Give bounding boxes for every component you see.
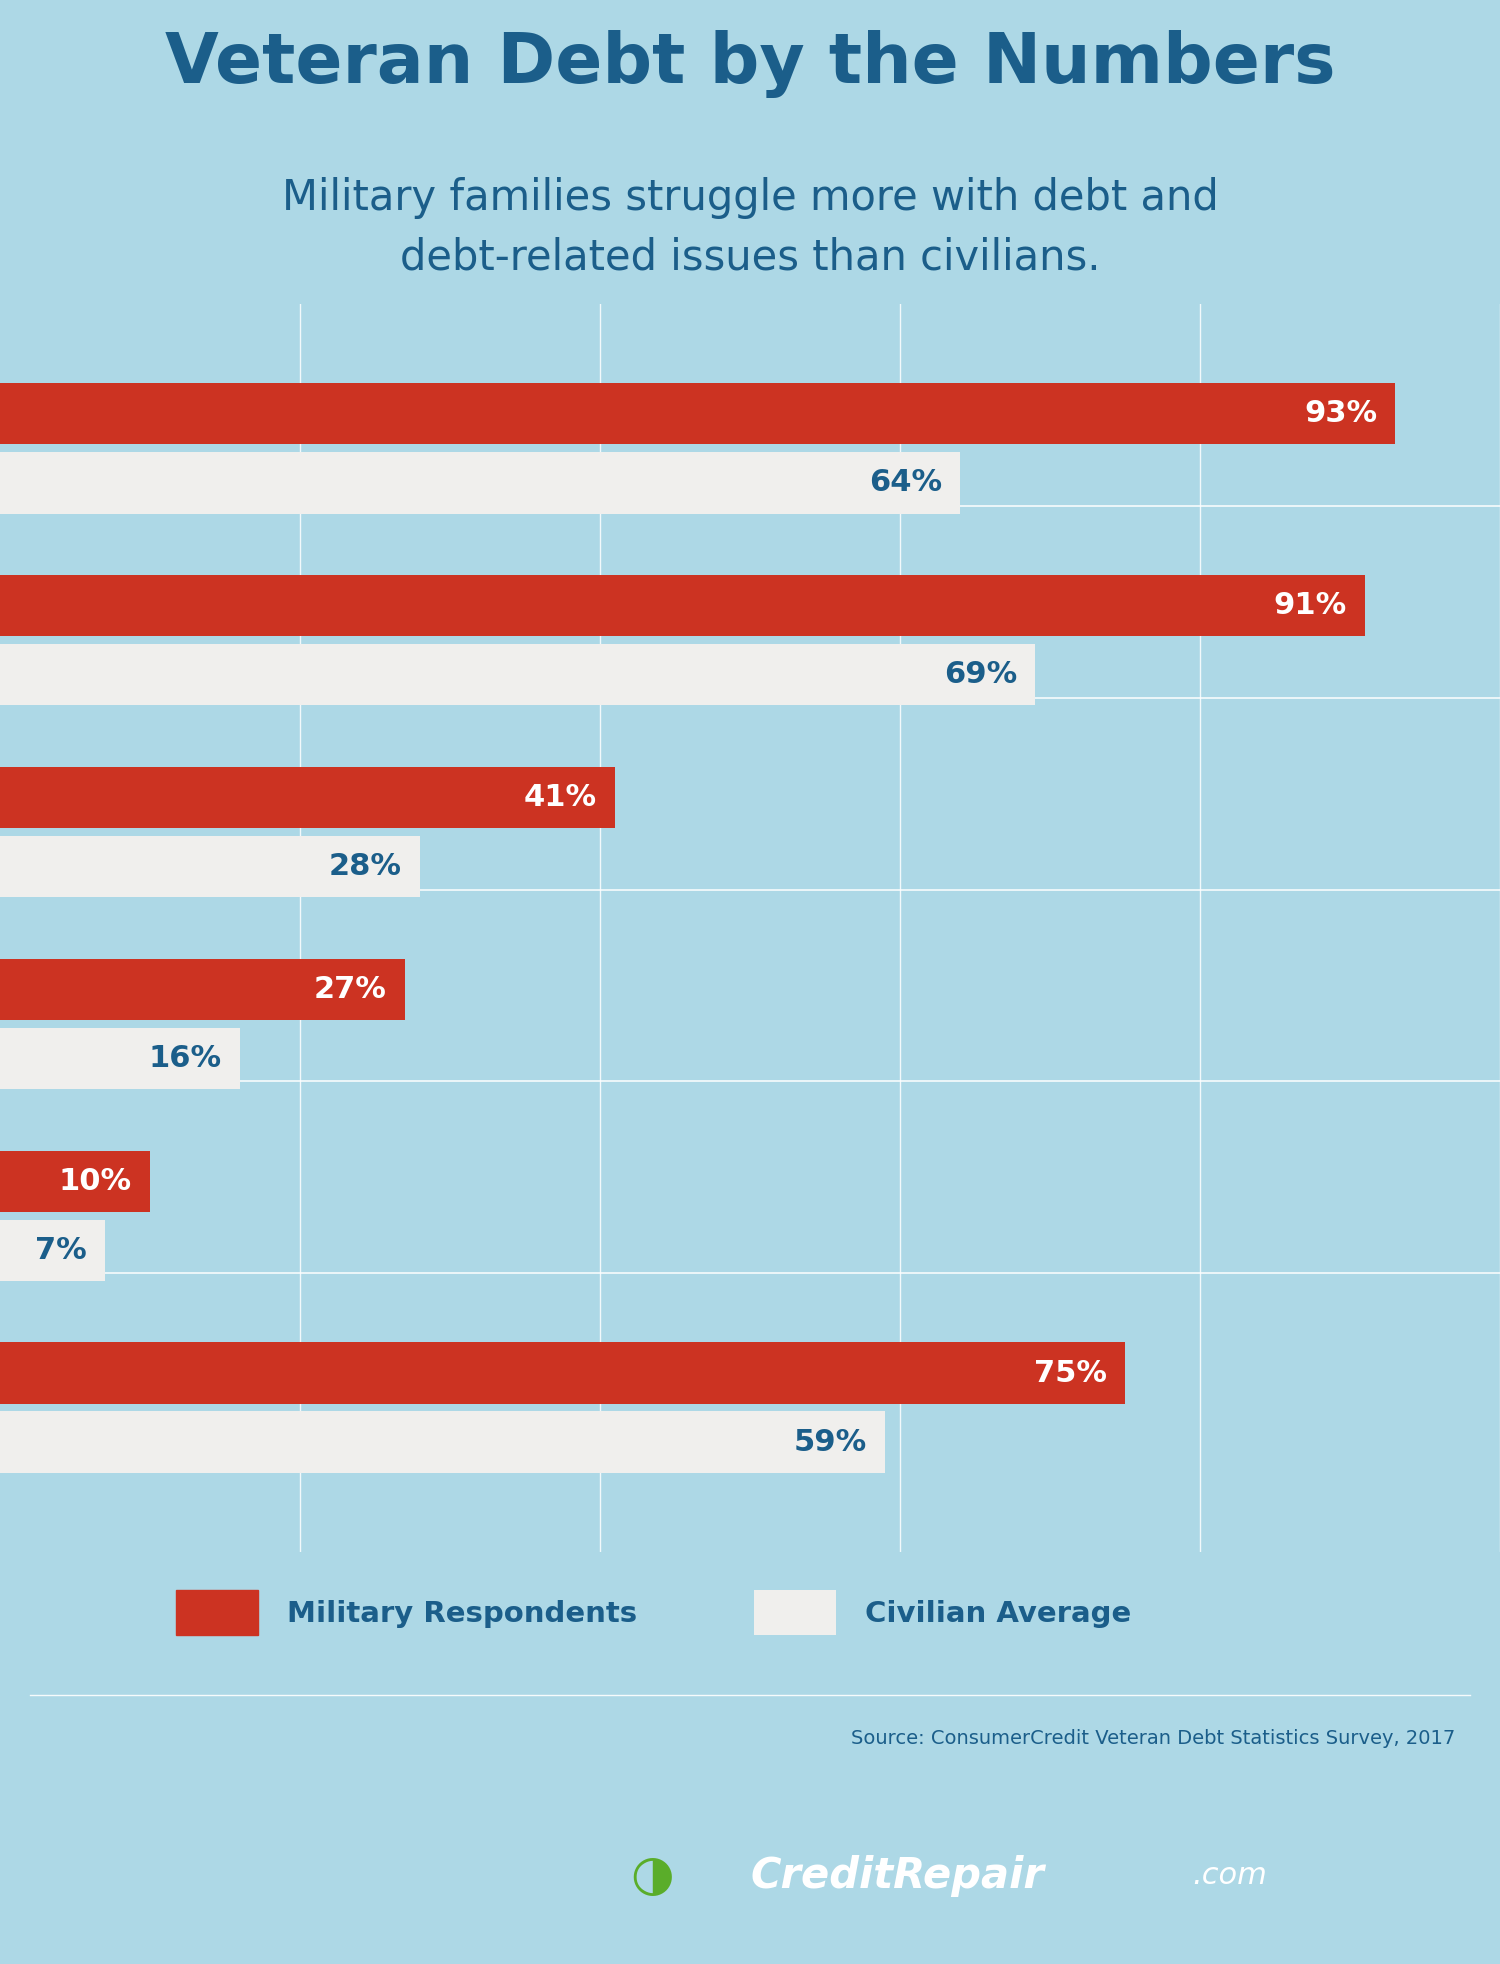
- Text: 93%: 93%: [1304, 399, 1377, 428]
- Text: Veteran Debt by the Numbers: Veteran Debt by the Numbers: [165, 31, 1335, 98]
- Text: 91%: 91%: [1274, 591, 1347, 621]
- Bar: [0, 575, 1365, 636]
- Bar: [0, 958, 405, 1019]
- Text: 69%: 69%: [944, 660, 1017, 689]
- Text: CreditRepair: CreditRepair: [750, 1854, 1044, 1897]
- Bar: [0, 1343, 1125, 1404]
- Text: 59%: 59%: [794, 1428, 867, 1457]
- Text: 41%: 41%: [524, 784, 597, 811]
- Legend: Military Respondents, Civilian Average: Military Respondents, Civilian Average: [165, 1579, 1143, 1648]
- Text: 10%: 10%: [58, 1167, 132, 1196]
- Text: 7%: 7%: [36, 1235, 87, 1265]
- Text: 16%: 16%: [148, 1045, 222, 1072]
- Bar: [0, 1151, 150, 1212]
- Bar: [0, 1220, 105, 1281]
- Bar: [0, 1027, 240, 1090]
- Text: 75%: 75%: [1034, 1359, 1107, 1389]
- Text: Military families struggle more with debt and
debt-related issues than civilians: Military families struggle more with deb…: [282, 177, 1218, 279]
- Bar: [0, 766, 615, 829]
- Text: 27%: 27%: [314, 974, 387, 1004]
- Text: ◑: ◑: [630, 1852, 675, 1899]
- Text: 64%: 64%: [868, 467, 942, 497]
- Text: Source: ConsumerCredit Veteran Debt Statistics Survey, 2017: Source: ConsumerCredit Veteran Debt Stat…: [850, 1728, 1455, 1748]
- Bar: [0, 837, 420, 898]
- Bar: [0, 1412, 885, 1473]
- Text: 28%: 28%: [328, 852, 402, 882]
- Bar: [0, 383, 1395, 444]
- Bar: [0, 644, 1035, 705]
- Text: .com: .com: [1192, 1862, 1268, 1889]
- Bar: [0, 452, 960, 513]
